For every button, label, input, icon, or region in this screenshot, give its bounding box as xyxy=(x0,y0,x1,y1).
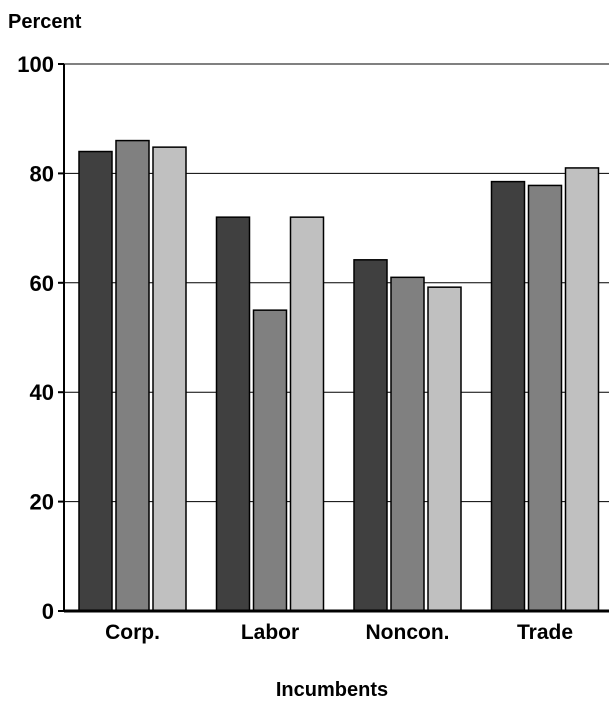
y-tick-labels: 0 20 40 60 80 100 xyxy=(17,52,64,624)
x-category-label: Noncon. xyxy=(366,621,450,644)
y-tick-label: 20 xyxy=(30,490,54,515)
bar-noncon-series-1 xyxy=(353,259,388,612)
x-category-label: Labor xyxy=(241,621,299,644)
bar-labor-series-2 xyxy=(252,309,288,612)
x-axis-title: Incumbents xyxy=(276,679,388,701)
bar-noncon-series-3 xyxy=(427,286,462,612)
bar-corp-series-2 xyxy=(115,139,150,612)
bar-corp-series-3 xyxy=(152,146,187,612)
bar-trade-series-3 xyxy=(564,167,600,612)
bar-trade-series-1 xyxy=(490,180,526,612)
y-tick-label: 100 xyxy=(17,52,54,77)
bar-noncon-series-2 xyxy=(390,276,425,612)
y-tick-label: 40 xyxy=(30,380,54,405)
x-category-label: Corp. xyxy=(105,621,160,644)
bar-labor-series-1 xyxy=(215,216,251,612)
y-tick-label: 80 xyxy=(30,161,54,186)
bar-corp-series-1 xyxy=(78,150,113,612)
x-category-label: Trade xyxy=(517,621,573,644)
x-category-labels: Corp. Labor Noncon. Trade xyxy=(105,621,573,644)
y-tick-label: 60 xyxy=(30,271,54,296)
bars xyxy=(78,139,600,612)
y-axis-title: Percent xyxy=(8,11,82,33)
bar-trade-series-2 xyxy=(527,184,563,612)
bar-labor-series-3 xyxy=(289,216,325,612)
y-tick-label: 0 xyxy=(42,599,54,624)
